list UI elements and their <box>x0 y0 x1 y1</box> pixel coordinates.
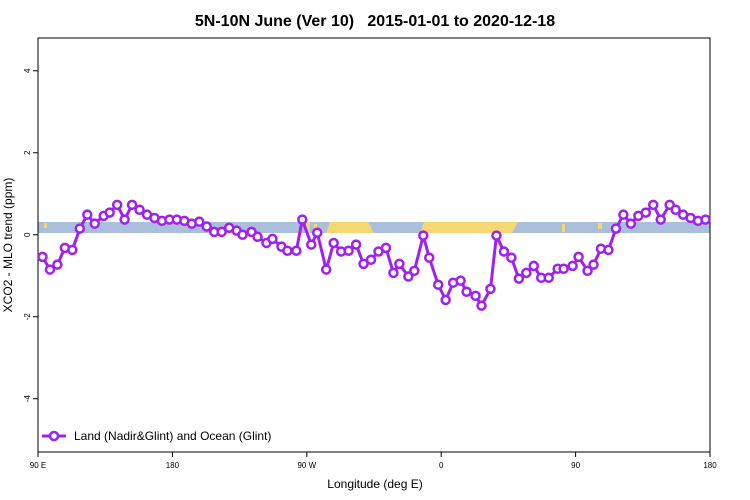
data-point <box>44 264 56 275</box>
y-axis-label: XCO2 - MLO trend (ppm) <box>1 178 15 313</box>
data-point <box>403 271 414 282</box>
legend-label: Land (Nadir&Glint) and Ocean (Glint) <box>74 429 271 443</box>
data-point <box>350 239 362 250</box>
data-point <box>470 290 481 302</box>
data-point <box>82 209 93 220</box>
data-point <box>67 244 78 256</box>
data-point <box>485 283 496 295</box>
data-point <box>543 272 554 284</box>
data-point <box>201 221 212 232</box>
land-patch <box>306 222 310 233</box>
data-point <box>618 209 629 220</box>
y-tick-label: -2 <box>23 313 32 321</box>
data-point <box>625 218 637 229</box>
data-point <box>528 260 540 272</box>
data-point <box>267 233 278 245</box>
data-point <box>252 231 263 243</box>
data-point <box>506 252 517 263</box>
x-tick-label: 90 E <box>30 461 46 470</box>
legend: Land (Nadir&Glint) and Ocean (Glint) <box>42 429 271 443</box>
data-point <box>89 218 100 229</box>
data-point <box>588 259 599 270</box>
data-point <box>603 244 614 256</box>
data-point <box>119 214 130 225</box>
data-point <box>640 207 652 218</box>
data-point <box>491 230 502 241</box>
data-point <box>455 275 466 286</box>
data-point <box>104 207 115 218</box>
series-line <box>41 202 706 309</box>
data-point <box>111 199 123 211</box>
land-ocean-band <box>38 222 710 233</box>
data-point <box>394 258 405 270</box>
data-point <box>670 204 681 215</box>
data-point <box>582 265 593 277</box>
x-tick-label: 90 <box>571 461 580 470</box>
data-point <box>365 254 377 266</box>
data-point <box>134 204 145 215</box>
land-patch <box>420 222 518 233</box>
data-point <box>432 279 444 291</box>
chart-title: 5N-10N June (Ver 10) 2015-01-01 to 2020-… <box>195 13 555 30</box>
data-point <box>282 245 293 256</box>
data-point <box>424 252 435 263</box>
data-point <box>700 214 711 225</box>
data-point <box>320 264 332 275</box>
data-point <box>328 237 339 249</box>
x-tick-label: 180 <box>703 461 717 470</box>
data-point <box>52 259 63 270</box>
data-point <box>521 267 532 279</box>
data-point <box>306 239 317 250</box>
data-point <box>297 214 308 225</box>
data-point <box>291 245 302 256</box>
land-patch <box>326 222 374 233</box>
y-tick-label: 2 <box>23 150 32 155</box>
data-point <box>237 229 248 241</box>
land-patch <box>598 223 602 229</box>
data-point <box>358 258 369 270</box>
data-point <box>388 267 399 279</box>
data-point <box>573 251 584 263</box>
data-point <box>476 300 487 311</box>
land-patch <box>44 223 47 228</box>
data-point <box>461 286 472 297</box>
data-point <box>216 226 227 238</box>
data-point <box>418 230 429 241</box>
data-point <box>74 223 86 234</box>
data-point <box>380 242 392 254</box>
y-tick-label: 0 <box>23 232 32 237</box>
x-axis-label: Longitude (deg E) <box>327 477 422 491</box>
plot-frame <box>37 37 711 453</box>
land-patch <box>562 224 565 232</box>
y-tick-label: -4 <box>23 395 32 403</box>
x-tick-label: 90 W <box>297 461 316 470</box>
data-point <box>513 273 525 284</box>
x-tick-label: 0 <box>439 461 444 470</box>
data-point <box>648 199 659 211</box>
data-point <box>37 251 48 263</box>
ocean-band <box>38 222 710 233</box>
x-tick-label: 180 <box>166 461 180 470</box>
data-point <box>567 260 578 272</box>
data-point <box>409 265 420 277</box>
data-point <box>126 199 138 211</box>
y-tick-label: 4 <box>23 68 32 73</box>
data-point <box>312 227 323 238</box>
data-point <box>343 245 354 256</box>
data-point <box>655 214 666 225</box>
legend-marker <box>48 430 60 442</box>
data-point <box>610 223 622 234</box>
data-point <box>194 216 205 227</box>
data-point <box>440 294 451 306</box>
data-point <box>498 246 510 257</box>
data-point <box>558 263 569 275</box>
